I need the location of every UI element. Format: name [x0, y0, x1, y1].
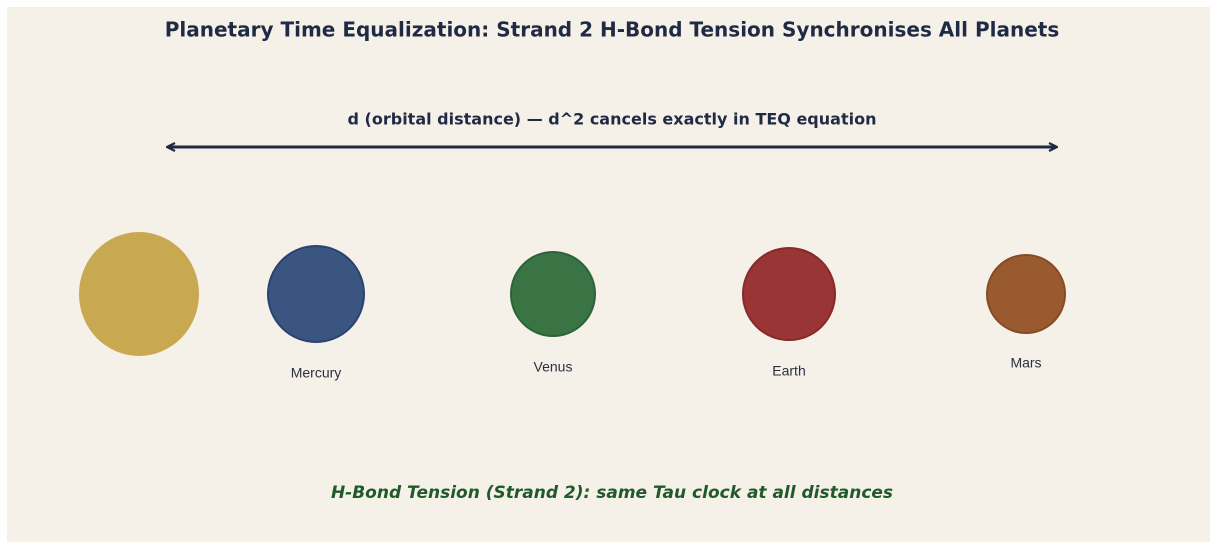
planet-label: Mercury	[291, 365, 342, 381]
sun	[79, 232, 199, 356]
arrow-label: d (orbital distance) — d^2 cancels exact…	[348, 110, 877, 129]
planet-label: Mars	[1010, 355, 1041, 371]
earth	[742, 247, 836, 341]
planet-label: Earth	[772, 363, 805, 379]
caption: H-Bond Tension (Strand 2): same Tau cloc…	[331, 483, 893, 503]
planet-label: Venus	[534, 359, 573, 375]
title: Planetary Time Equalization: Strand 2 H-…	[165, 18, 1060, 42]
